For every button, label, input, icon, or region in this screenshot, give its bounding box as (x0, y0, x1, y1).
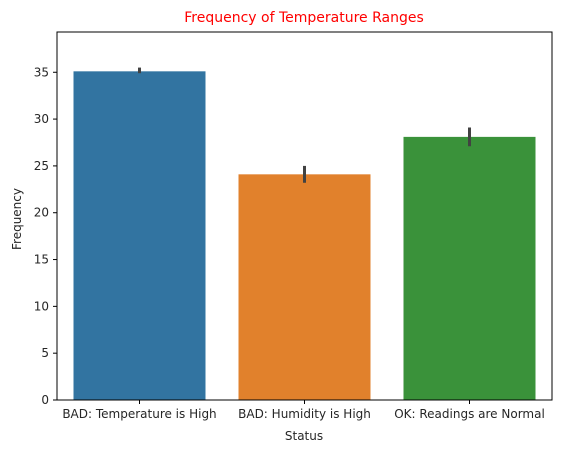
y-tick-label: 15 (34, 253, 49, 267)
x-tick-label: BAD: Humidity is High (238, 407, 371, 421)
x-axis-label: Status (285, 429, 323, 443)
y-tick-label: 35 (34, 65, 49, 79)
error-bars-layer (138, 67, 471, 183)
bar (403, 136, 536, 401)
bar (238, 174, 371, 400)
chart-title: Frequency of Temperature Ranges (184, 10, 424, 26)
y-tick-label: 0 (41, 393, 49, 407)
bar (73, 71, 206, 400)
y-tick-label: 30 (34, 112, 49, 126)
y-tick-label: 10 (34, 299, 49, 313)
bars-layer (73, 71, 536, 401)
y-tick-label: 20 (34, 206, 49, 220)
x-tick-label: OK: Readings are Normal (394, 407, 545, 421)
x-tick-label: BAD: Temperature is High (62, 407, 216, 421)
x-ticks-layer: BAD: Temperature is High BAD: Humidity is… (62, 400, 545, 421)
y-axis-label: Frequency (10, 188, 24, 250)
y-ticks-layer: 0 5 10 15 20 25 30 35 (34, 65, 57, 407)
y-tick-label: 25 (34, 159, 49, 173)
y-tick-label: 5 (41, 346, 49, 360)
